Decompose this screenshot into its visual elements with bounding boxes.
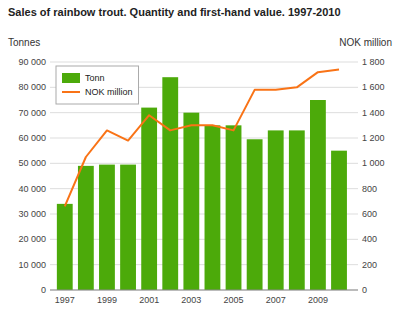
y2-tick-label: 600 xyxy=(362,209,377,219)
bar xyxy=(310,100,326,290)
y-tick-label: 20 000 xyxy=(18,234,46,244)
y-tick-label: 10 000 xyxy=(18,260,46,270)
bar xyxy=(268,130,284,290)
y-tick-label: 80 000 xyxy=(18,82,46,92)
y2-tick-label: 800 xyxy=(362,184,377,194)
x-tick-label: 2001 xyxy=(139,295,159,305)
y2-tick-label: 1 400 xyxy=(362,108,385,118)
x-tick-label: 1997 xyxy=(55,295,75,305)
x-tick-label: 1999 xyxy=(97,295,117,305)
y-tick-label: 50 000 xyxy=(18,158,46,168)
title: Sales of rainbow trout. Quantity and fir… xyxy=(8,6,341,18)
bar xyxy=(226,125,242,290)
y2-tick-label: 0 xyxy=(362,285,367,295)
y-tick-label: 40 000 xyxy=(18,184,46,194)
y2-axis-label: NOK million xyxy=(339,37,392,48)
y-tick-label: 30 000 xyxy=(18,209,46,219)
x-tick-label: 2009 xyxy=(308,295,328,305)
y2-tick-label: 400 xyxy=(362,234,377,244)
x-tick-label: 2003 xyxy=(181,295,201,305)
bar xyxy=(99,165,115,290)
bar xyxy=(247,139,263,290)
y2-tick-label: 1 800 xyxy=(362,57,385,67)
legend-swatch xyxy=(62,73,80,83)
y-tick-label: 70 000 xyxy=(18,108,46,118)
chart: Sales of rainbow trout. Quantity and fir… xyxy=(0,0,400,320)
grid-line xyxy=(50,290,358,291)
bar xyxy=(183,113,199,290)
y-axis-label: Tonnes xyxy=(8,37,40,48)
y2-tick-label: 1 200 xyxy=(362,133,385,143)
legend-swatch xyxy=(62,91,80,93)
legend-box xyxy=(56,66,139,104)
legend-label: Tonn xyxy=(85,73,105,83)
bar xyxy=(205,125,221,290)
legend: Tonn NOK million xyxy=(56,66,139,104)
legend-label: NOK million xyxy=(85,87,133,97)
bar xyxy=(289,130,305,290)
y-tick-label: 60 000 xyxy=(18,133,46,143)
background xyxy=(0,0,400,320)
bar xyxy=(162,77,178,290)
x-axis-line xyxy=(50,290,358,291)
y-tick-label: 0 xyxy=(41,285,46,295)
bar xyxy=(141,108,157,290)
grid-line xyxy=(50,62,358,63)
y-tick-label: 90 000 xyxy=(18,57,46,67)
line xyxy=(65,70,339,207)
y2-tick-label: 1 000 xyxy=(362,158,385,168)
y2-tick-label: 200 xyxy=(362,260,377,270)
bar xyxy=(57,204,73,290)
x-tick-label: 2007 xyxy=(266,295,286,305)
bar xyxy=(78,166,94,290)
bar xyxy=(120,165,136,290)
bar xyxy=(331,151,347,290)
y2-tick-label: 1 600 xyxy=(362,82,385,92)
x-tick-label: 2005 xyxy=(224,295,244,305)
